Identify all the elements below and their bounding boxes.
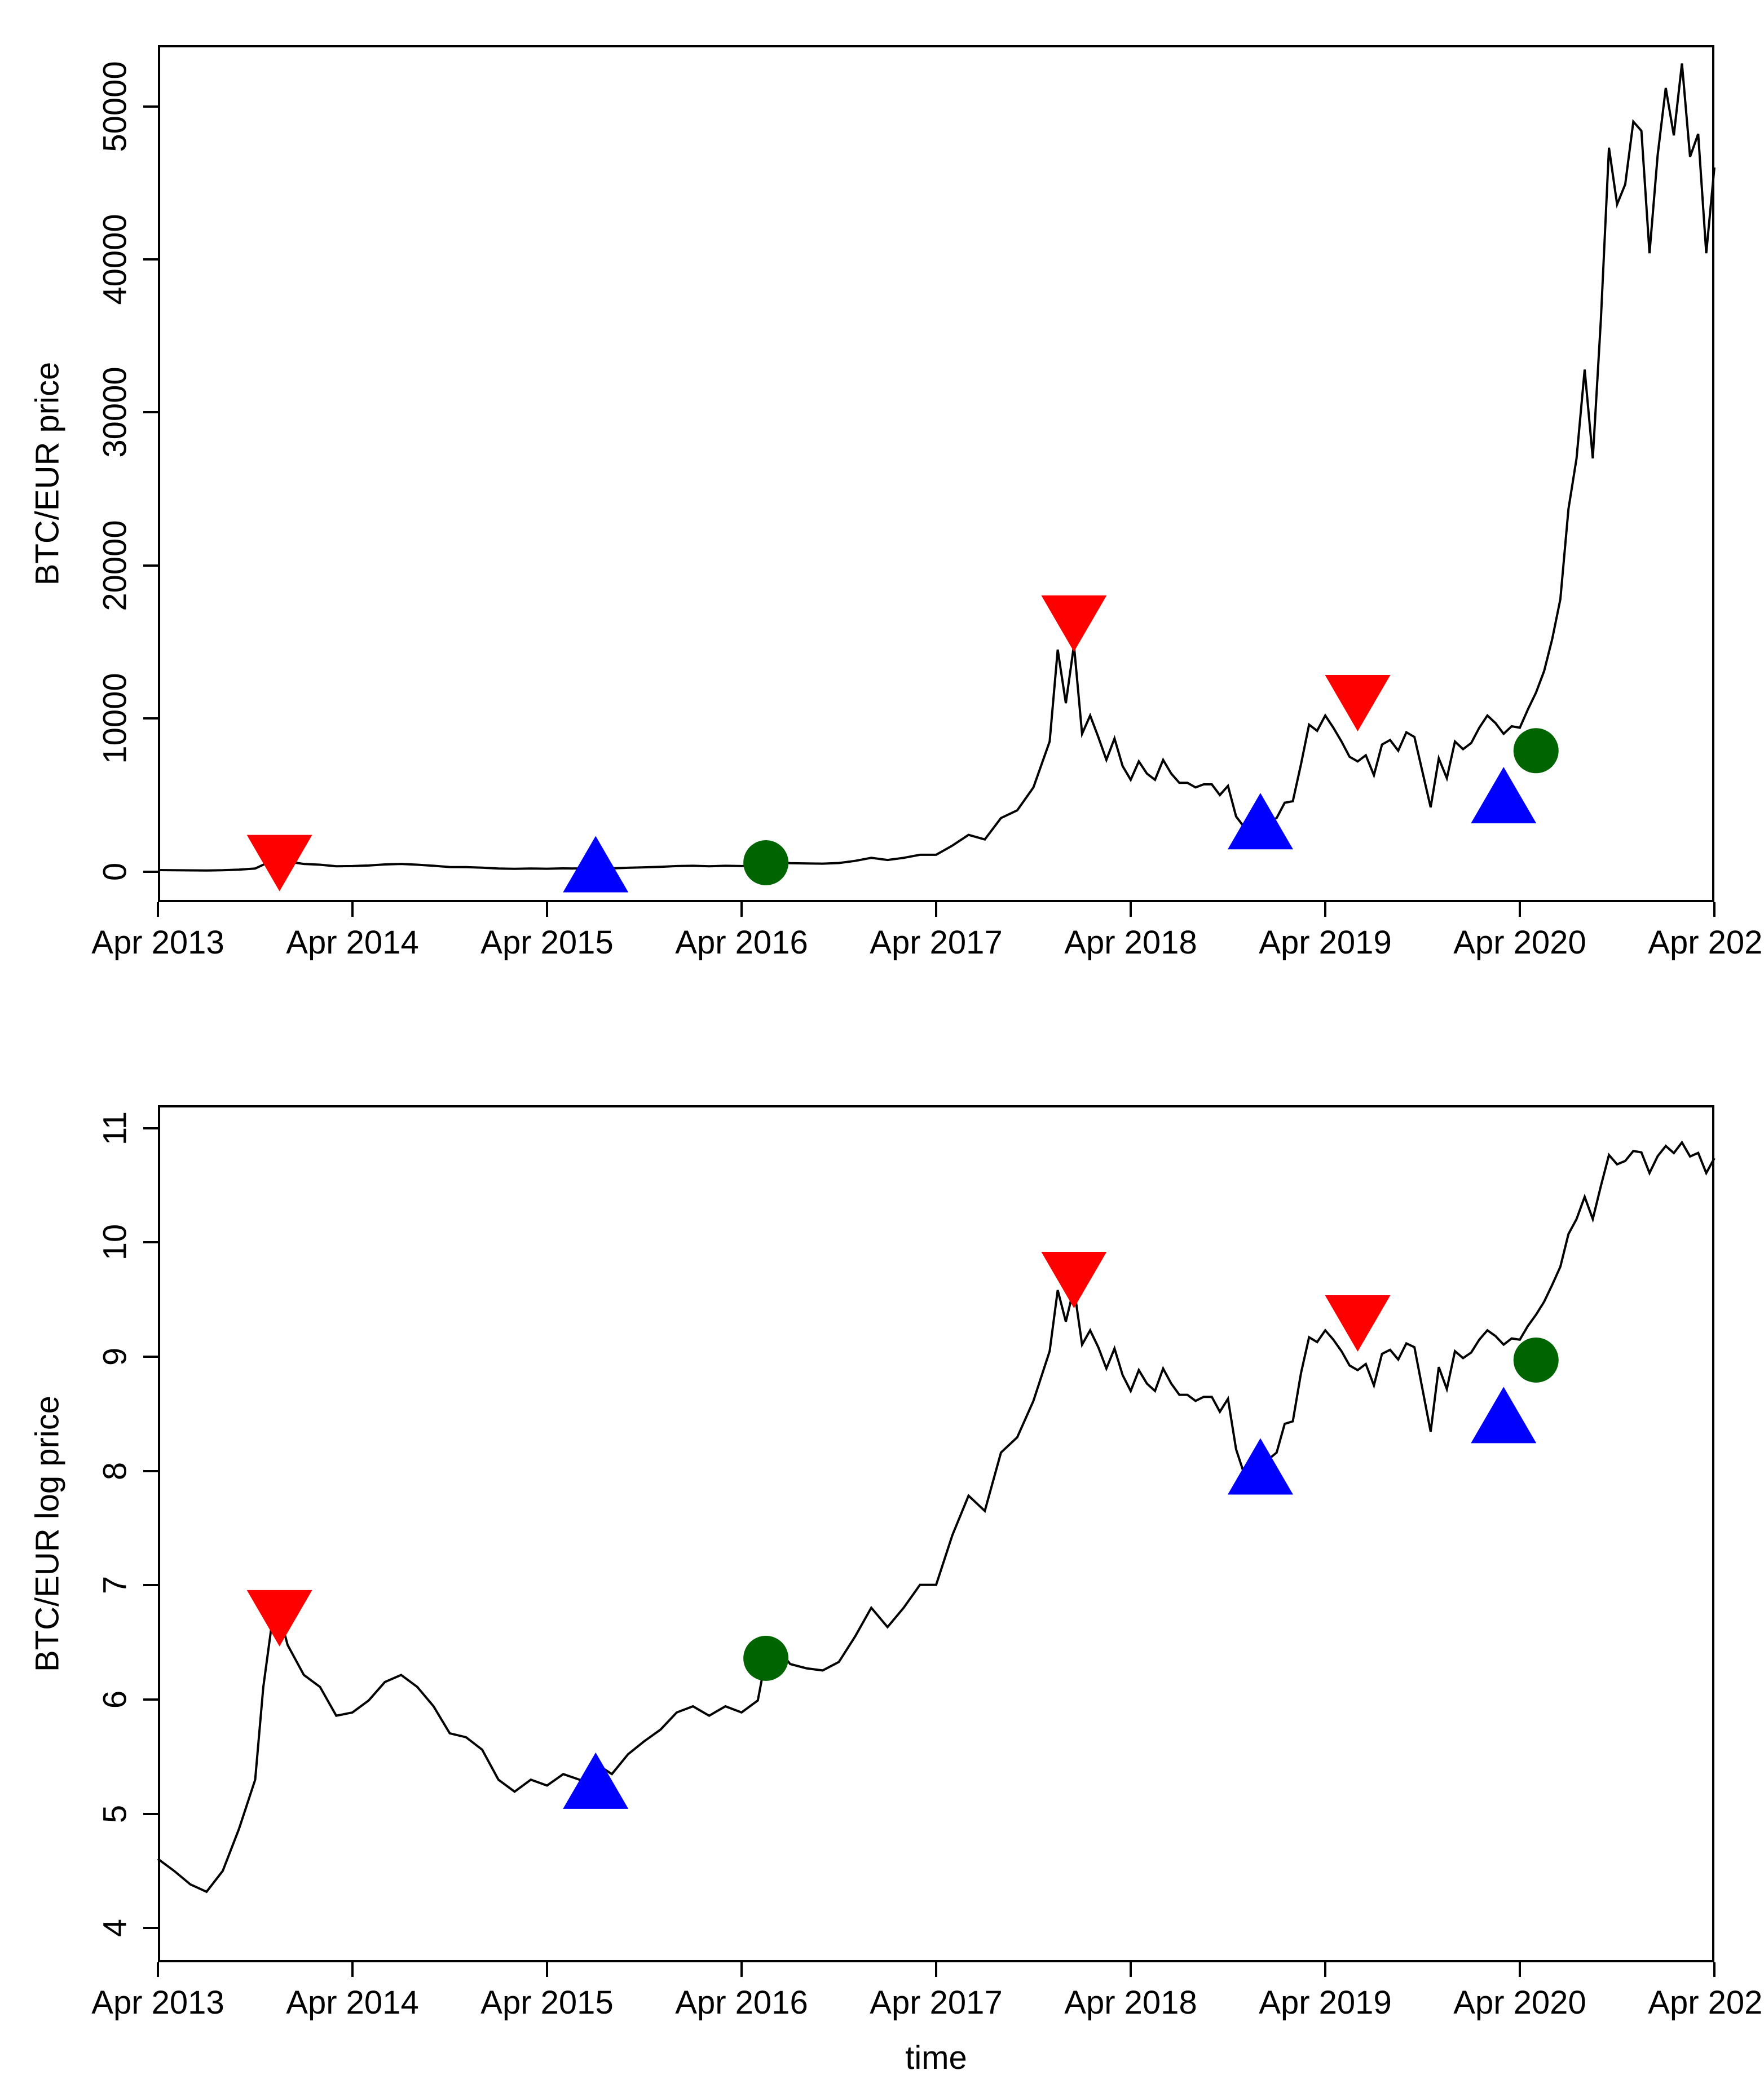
x-tick [1130, 1962, 1132, 1977]
price-line [158, 1142, 1714, 1892]
x-tick [157, 1962, 159, 1977]
up-triangle-marker [1471, 1387, 1536, 1443]
y-tick-label: 6 [96, 1691, 134, 1709]
x-tick-label: Apr 2020 [1453, 1984, 1586, 2022]
y-tick-label: 5 [96, 1804, 134, 1822]
y-tick [143, 1127, 158, 1129]
y-tick-label: 9 [96, 1348, 134, 1366]
y-tick [143, 1470, 158, 1472]
x-tick-label: Apr 2017 [870, 1984, 1002, 2022]
y-tick [143, 1241, 158, 1243]
x-tick-label: Apr 2021 [1648, 1984, 1764, 2022]
y-tick [143, 1584, 158, 1586]
plot-svg-log [0, 0, 1764, 2092]
x-tick-label: Apr 2014 [286, 1984, 418, 2022]
y-tick [143, 1813, 158, 1815]
x-axis-label: time [905, 2039, 967, 2077]
x-tick [740, 1962, 743, 1977]
up-triangle-marker [1228, 1438, 1293, 1495]
y-tick [143, 1698, 158, 1701]
y-tick [143, 1356, 158, 1358]
x-tick-label: Apr 2018 [1064, 1984, 1197, 2022]
y-tick-label: 10 [96, 1224, 134, 1261]
y-tick-label: 11 [96, 1111, 134, 1145]
panel-log-price: BTC/EUR log price Apr 2013 Apr 2014 Apr 20… [0, 0, 1764, 2092]
y-tick-label: 7 [96, 1576, 134, 1594]
circle-marker [743, 1636, 788, 1681]
x-tick [351, 1962, 354, 1977]
x-tick-label: Apr 2015 [480, 1984, 613, 2022]
y-tick-label: 4 [96, 1919, 134, 1937]
down-triangle-marker [1041, 1252, 1106, 1308]
x-tick [1713, 1962, 1716, 1977]
page: BTC/EUR price Apr 2013Apr 2014Apr 2015Ap… [0, 0, 1764, 2092]
x-tick [1519, 1962, 1521, 1977]
circle-marker [1514, 1338, 1559, 1383]
x-tick-label: Apr 2019 [1259, 1984, 1391, 2022]
y-tick-label: 8 [96, 1462, 134, 1480]
x-tick [1324, 1962, 1326, 1977]
y-tick [143, 1927, 158, 1929]
y-axis-label-log: BTC/EUR log price [29, 1396, 67, 1672]
x-tick-label: Apr 2013 [91, 1984, 224, 2022]
x-tick-label: Apr 2016 [675, 1984, 808, 2022]
x-tick [546, 1962, 548, 1977]
up-triangle-marker [563, 1753, 628, 1809]
x-tick [935, 1962, 937, 1977]
down-triangle-marker [247, 1590, 312, 1647]
